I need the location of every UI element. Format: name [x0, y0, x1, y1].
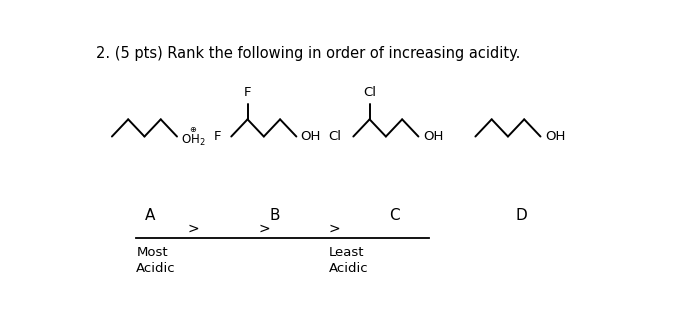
Text: F: F [244, 86, 251, 99]
Text: D: D [516, 208, 527, 223]
Text: Most
Acidic: Most Acidic [136, 246, 176, 275]
Text: >: > [328, 222, 340, 236]
Text: OH: OH [301, 130, 321, 143]
Text: OH: OH [423, 130, 443, 143]
Text: A: A [145, 208, 155, 223]
Text: $\overset{\oplus}{\mathrm{OH_2}}$: $\overset{\oplus}{\mathrm{OH_2}}$ [181, 125, 206, 148]
Text: Least
Acidic: Least Acidic [329, 246, 368, 275]
Text: >: > [188, 222, 199, 236]
Text: C: C [389, 208, 399, 223]
Text: 2. (5 pts) Rank the following in order of increasing acidity.: 2. (5 pts) Rank the following in order o… [96, 46, 520, 61]
Text: B: B [270, 208, 280, 223]
Text: Cl: Cl [328, 130, 342, 143]
Text: Cl: Cl [363, 86, 376, 99]
Text: F: F [214, 130, 221, 143]
Text: OH: OH [545, 130, 565, 143]
Text: >: > [258, 222, 270, 236]
